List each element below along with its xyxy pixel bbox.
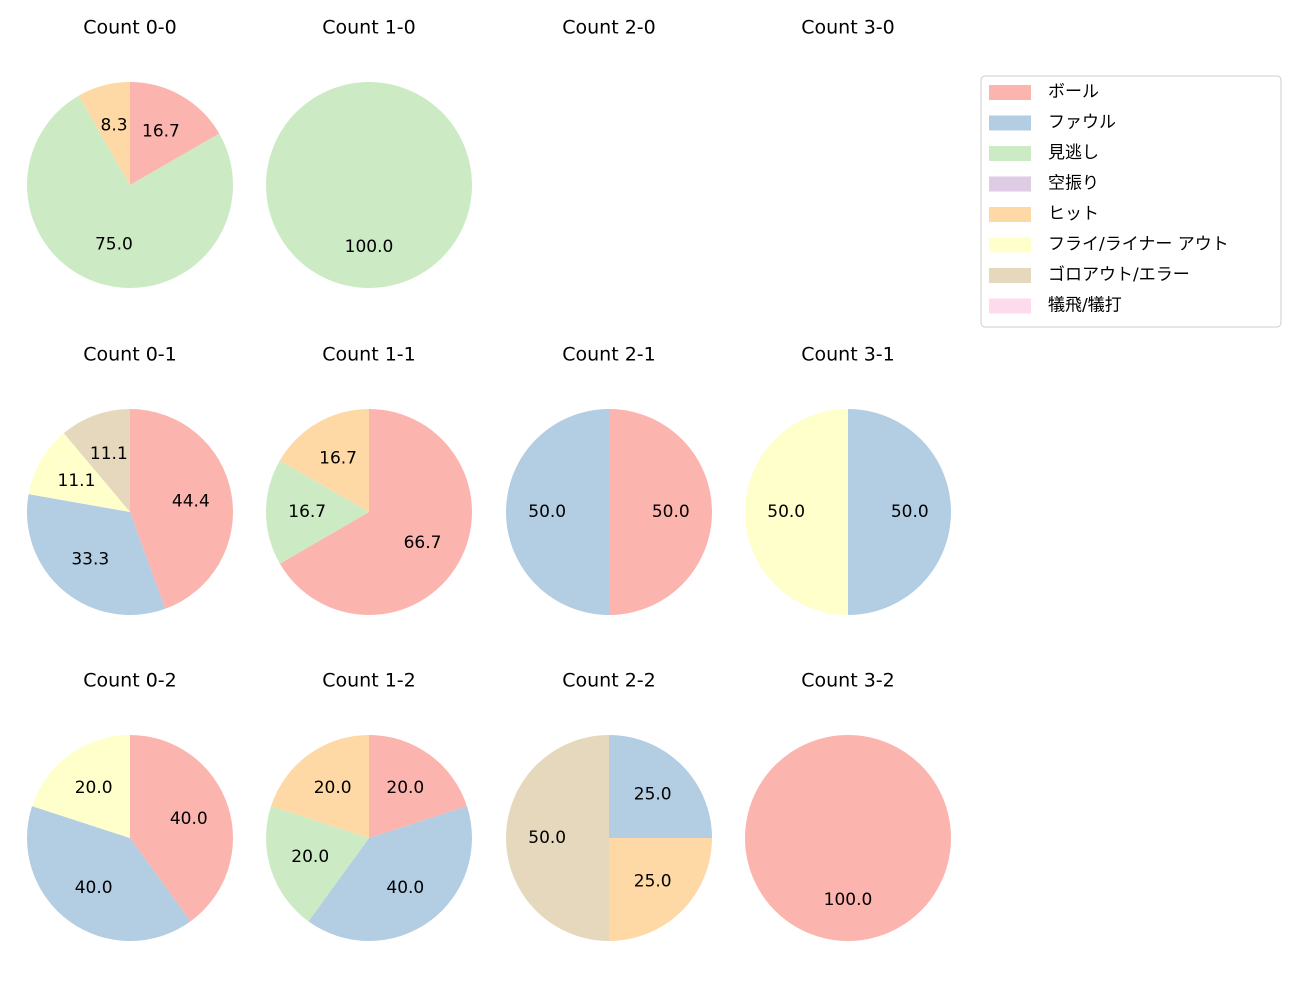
value-label: 50.0 [528, 502, 566, 522]
pie-slice [271, 735, 369, 838]
pie-slice [266, 806, 369, 922]
value-label: 25.0 [634, 784, 672, 804]
pie-slice [32, 735, 130, 838]
value-label: 25.0 [634, 872, 672, 892]
pie-slice [745, 409, 848, 615]
legend-swatch [989, 146, 1031, 161]
value-label: 20.0 [75, 778, 113, 798]
pie-slice [279, 409, 472, 615]
pie-slice [130, 409, 233, 609]
value-label: 40.0 [386, 878, 424, 898]
legend-swatch [989, 115, 1031, 131]
value-label: 20.0 [291, 847, 329, 867]
value-label: 8.3 [101, 115, 128, 135]
legend-box [980, 75, 1282, 328]
pie-slice [27, 806, 191, 942]
value-label: 33.3 [71, 549, 109, 569]
legend-swatch [989, 176, 1031, 192]
chart-title: Count 3-0 [801, 17, 895, 39]
pie-slice [609, 735, 712, 838]
value-label: 66.7 [404, 533, 442, 553]
legend-swatch [989, 298, 1031, 314]
legend-label: ゴロアウト/エラー [1048, 264, 1190, 285]
value-label: 75.0 [95, 235, 133, 255]
legend-swatch [989, 237, 1031, 253]
pie-slice [745, 735, 951, 941]
value-label: 50.0 [767, 502, 805, 522]
legend-label: ヒット [1048, 204, 1099, 224]
value-label: 20.0 [314, 778, 352, 798]
chart-title: Count 3-2 [801, 670, 895, 692]
chart-title: Count 0-2 [83, 670, 177, 692]
value-label: 100.0 [345, 237, 394, 257]
pie-slice [130, 82, 220, 185]
pie-slice [78, 82, 130, 185]
pie-slice [308, 806, 473, 941]
value-label: 40.0 [75, 878, 113, 898]
pie-slice [266, 82, 472, 288]
pie-slice [26, 494, 166, 615]
value-label: 40.0 [170, 809, 208, 829]
legend-swatch [989, 268, 1031, 283]
pie-slice [279, 409, 369, 512]
pie-slice [609, 409, 712, 615]
value-label: 16.7 [288, 502, 326, 522]
chart-title: Count 0-0 [83, 17, 177, 39]
value-label: 50.0 [891, 502, 929, 522]
legend-swatch [989, 85, 1031, 100]
chart-title: Count 1-0 [322, 17, 416, 39]
pie-slice [506, 735, 609, 941]
value-label: 50.0 [528, 828, 566, 848]
chart-title: Count 2-0 [562, 17, 656, 39]
pie-slice [130, 735, 234, 922]
value-label: 16.7 [142, 122, 180, 142]
value-label: 44.4 [172, 491, 210, 511]
pie-slice [369, 735, 467, 838]
value-label: 16.7 [319, 448, 357, 468]
legend-label: 見逃し [1048, 143, 1099, 163]
chart-title: Count 1-2 [322, 670, 416, 692]
legend-swatch [989, 207, 1031, 222]
value-label: 11.1 [90, 444, 128, 464]
pie-slice [848, 409, 951, 615]
pie-slice [28, 433, 130, 512]
value-label: 100.0 [824, 890, 873, 910]
chart-title: Count 3-1 [801, 344, 895, 366]
legend-label: 空振り [1048, 174, 1099, 194]
pie-slice [506, 409, 609, 615]
chart-title: Count 2-2 [562, 670, 656, 692]
chart-title: Count 1-1 [322, 344, 416, 366]
value-label: 50.0 [652, 502, 690, 522]
pie-slice [63, 409, 130, 512]
chart-title: Count 2-1 [562, 344, 656, 366]
value-label: 20.0 [386, 778, 424, 798]
value-label: 11.1 [58, 471, 96, 491]
pie-slice [266, 460, 369, 564]
legend-label: フライ/ライナー アウト [1048, 235, 1229, 255]
legend-label: ボール [1048, 82, 1099, 102]
legend-label: ファウル [1048, 113, 1116, 133]
legend-label: 犠飛/犠打 [1048, 296, 1122, 316]
pie-slice [27, 95, 234, 288]
chart-title: Count 0-1 [83, 344, 177, 366]
pie-slice [609, 838, 712, 941]
